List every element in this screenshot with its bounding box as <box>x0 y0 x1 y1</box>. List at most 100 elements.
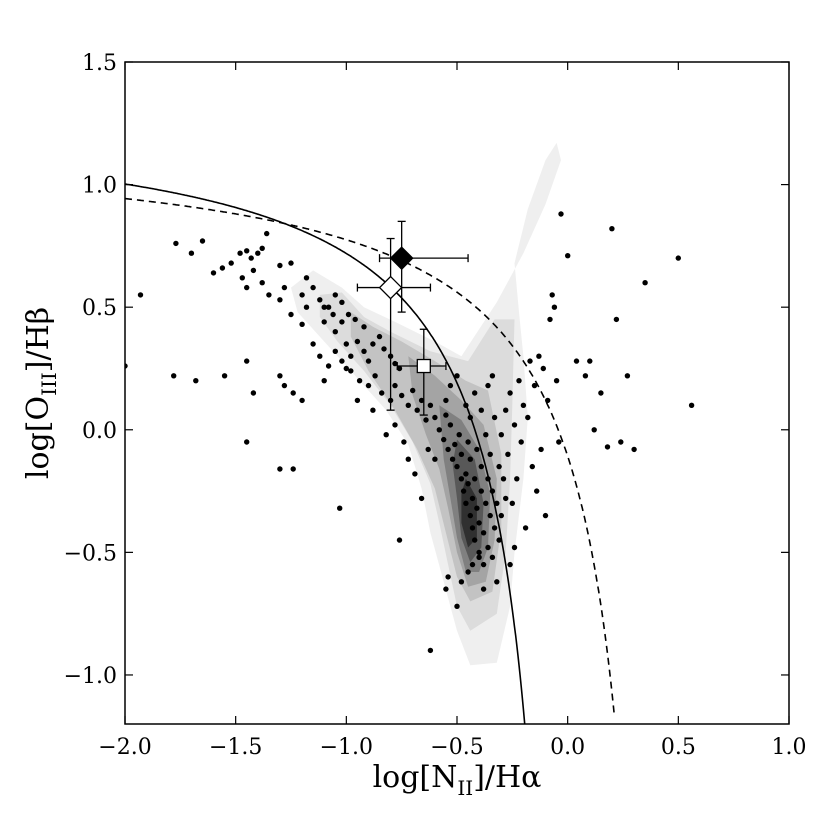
data-point <box>418 495 425 502</box>
data-point <box>303 275 310 281</box>
data-point <box>549 292 555 298</box>
data-point <box>281 382 288 389</box>
dashed-demarcation-curve <box>125 197 615 714</box>
data-point <box>352 316 358 323</box>
data-point <box>343 365 349 372</box>
data-point <box>485 476 491 482</box>
data-point <box>445 446 451 453</box>
data-point <box>405 456 411 462</box>
data-point <box>348 353 354 359</box>
data-point <box>392 360 398 367</box>
data-point <box>332 348 338 354</box>
data-point <box>505 451 511 457</box>
y-tick-label: 0.0 <box>82 419 117 444</box>
data-point <box>503 495 509 502</box>
data-point <box>469 495 476 502</box>
data-point <box>381 346 387 352</box>
data-point <box>317 297 323 303</box>
data-point <box>582 373 589 379</box>
data-point <box>299 292 305 298</box>
data-point <box>452 441 458 448</box>
data-point <box>299 397 305 404</box>
x-tick-label: 0.5 <box>661 735 696 760</box>
data-point <box>454 373 460 379</box>
data-point <box>573 358 580 364</box>
data-point <box>310 284 316 291</box>
data-point <box>427 647 434 654</box>
data-point <box>491 525 498 531</box>
data-point <box>255 250 261 256</box>
data-point <box>365 358 372 364</box>
data-point <box>480 561 487 568</box>
data-point <box>496 537 502 543</box>
data-point <box>480 530 487 536</box>
data-point <box>193 378 199 384</box>
data-point <box>465 439 471 445</box>
data-point <box>321 304 327 310</box>
data-point <box>330 311 336 318</box>
data-point <box>587 358 593 364</box>
data-point <box>545 397 551 404</box>
data-point <box>476 520 482 526</box>
data-point <box>534 488 540 494</box>
data-point <box>414 407 420 413</box>
data-point <box>343 341 349 347</box>
data-point <box>239 275 245 281</box>
open-square-marker <box>396 328 447 416</box>
data-point <box>498 512 504 519</box>
data-point <box>480 586 487 592</box>
data-point <box>483 432 489 438</box>
data-point <box>303 304 310 310</box>
data-point <box>237 250 243 256</box>
data-point <box>511 422 518 428</box>
data-point <box>463 500 469 506</box>
open-square-symbol <box>416 358 431 374</box>
data-point <box>494 579 500 585</box>
data-point <box>221 373 228 379</box>
data-point <box>598 390 604 396</box>
data-point <box>458 476 465 482</box>
data-point <box>277 466 283 472</box>
data-point <box>496 463 502 470</box>
data-point <box>396 537 403 543</box>
data-point <box>467 456 473 462</box>
data-point <box>317 353 323 359</box>
open-diamond-marker <box>356 237 432 411</box>
data-point <box>325 304 332 310</box>
data-point <box>376 333 383 340</box>
data-point <box>427 402 434 408</box>
data-point <box>219 265 226 271</box>
y-tick-label: 0.5 <box>82 296 117 321</box>
data-point <box>514 476 520 482</box>
data-point <box>522 525 529 531</box>
data-point <box>345 311 352 318</box>
x-axis-label-tail: ]/Hα <box>473 760 541 795</box>
data-point <box>432 414 438 421</box>
data-point <box>361 348 367 354</box>
data-point <box>458 579 465 585</box>
data-point <box>491 414 498 421</box>
y-tick-label: −0.5 <box>64 541 117 566</box>
data-point <box>474 505 480 511</box>
y-tick-labels: −1.0 −0.5 0.0 0.5 1.0 1.5 <box>64 51 117 689</box>
data-point <box>370 407 376 413</box>
y-axis-label-main: log[O <box>21 396 56 479</box>
data-point <box>337 505 343 511</box>
data-point <box>485 544 491 551</box>
x-axis-label-sub: II <box>457 776 473 800</box>
data-point <box>173 240 179 247</box>
data-point <box>449 456 456 462</box>
data-point <box>354 397 361 404</box>
data-point <box>472 390 478 396</box>
data-point <box>467 512 473 519</box>
data-point <box>469 561 476 568</box>
data-point <box>290 466 296 472</box>
data-point <box>631 446 637 453</box>
data-point <box>489 488 496 494</box>
data-point <box>460 488 467 494</box>
data-point <box>454 603 460 609</box>
data-point <box>288 311 294 318</box>
data-point <box>642 280 648 286</box>
data-point <box>465 569 471 575</box>
data-point <box>463 402 469 408</box>
